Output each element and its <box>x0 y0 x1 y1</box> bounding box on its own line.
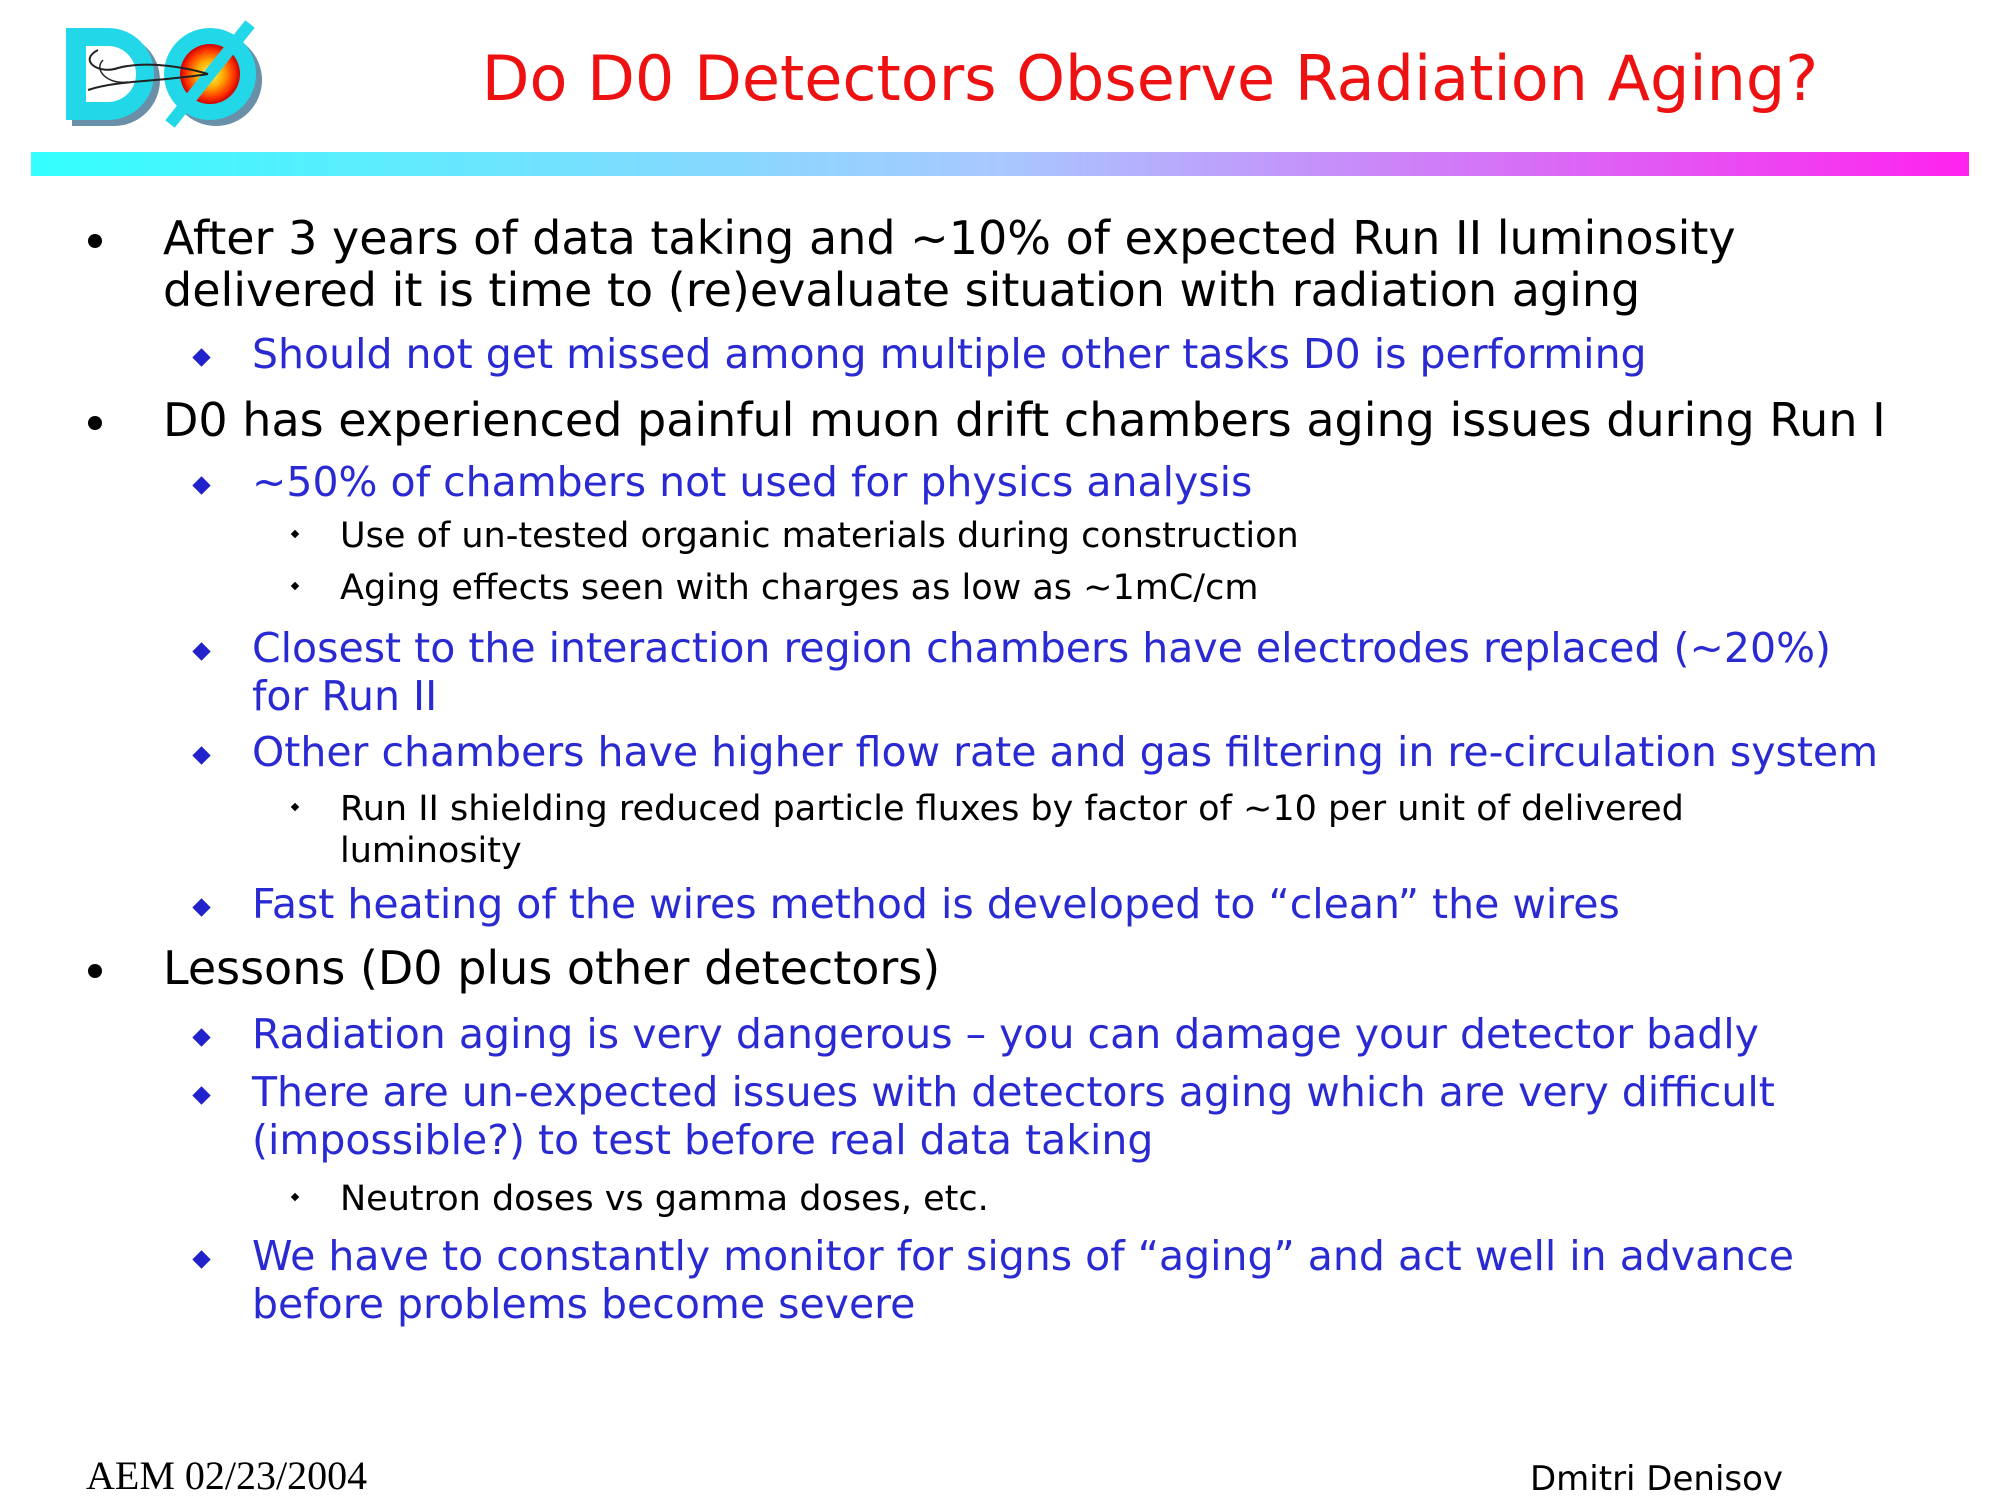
bullet-text-line: D0 has experienced painful muon drift ch… <box>163 393 1886 447</box>
bullet-text-line: (impossible?) to test before real data t… <box>252 1116 1154 1164</box>
bullet-text-line: delivered it is time to (re)evaluate sit… <box>163 263 1641 317</box>
bullet-text: Should not get missed among multiple oth… <box>252 330 1647 378</box>
bullet-text-line: After 3 years of data taking and ~10% of… <box>163 211 1736 265</box>
bullet-text: Neutron doses vs gamma doses, etc. <box>340 1178 989 1220</box>
bullet-text-line: Aging effects seen with charges as low a… <box>340 568 1259 608</box>
bullet-text-line: We have to constantly monitor for signs … <box>252 1232 1794 1280</box>
round-bullet-icon <box>88 416 102 430</box>
bullet-text: We have to constantly monitor for signs … <box>252 1232 1794 1328</box>
slide-title: Do D0 Detectors Observe Radiation Aging? <box>481 42 1819 115</box>
bullet-text: D0 has experienced painful muon drift ch… <box>163 394 1886 446</box>
bullet-text: Aging effects seen with charges as low a… <box>340 567 1258 609</box>
bullet-text: ~50% of chambers not used for physics an… <box>252 458 1252 506</box>
bullet-text-line: luminosity <box>340 831 522 871</box>
bullet-text: Closest to the interaction region chambe… <box>252 624 1831 720</box>
diamond-bullet-icon <box>192 348 211 367</box>
diamond-bullet-icon <box>192 476 211 495</box>
title-gradient-divider <box>31 152 1969 176</box>
bullet-text: Use of un-tested organic materials durin… <box>340 515 1299 557</box>
bullet-text: Other chambers have higher flow rate and… <box>252 728 1878 776</box>
bullet-text-line: Neutron doses vs gamma doses, etc. <box>340 1179 989 1219</box>
diamond-bullet-icon <box>192 1086 211 1105</box>
bullet-text-line: before problems become severe <box>252 1280 916 1328</box>
bullet-text: There are un-expected issues with detect… <box>252 1068 1775 1164</box>
diamond-bullet-icon <box>290 1192 300 1202</box>
diamond-bullet-icon <box>290 802 300 812</box>
diamond-bullet-icon <box>192 642 211 661</box>
bullet-text-line: Run II shielding reduced particle fluxes… <box>340 789 1684 829</box>
diamond-bullet-icon <box>290 529 300 539</box>
bullet-text: Radiation aging is very dangerous – you … <box>252 1010 1759 1058</box>
diamond-bullet-icon <box>192 1250 211 1269</box>
diamond-bullet-icon <box>290 581 300 591</box>
bullet-text-line: Other chambers have higher flow rate and… <box>252 728 1879 776</box>
bullet-text: Fast heating of the wires method is deve… <box>252 880 1620 928</box>
round-bullet-icon <box>88 964 102 978</box>
bullet-text-line: Lessons (D0 plus other detectors) <box>163 941 941 995</box>
bullet-text-line: Use of un-tested organic materials durin… <box>340 516 1299 556</box>
diamond-bullet-icon <box>192 898 211 917</box>
round-bullet-icon <box>88 234 102 248</box>
bullet-text-line: Should not get missed among multiple oth… <box>252 330 1647 378</box>
diamond-bullet-icon <box>192 746 211 765</box>
bullet-text: After 3 years of data taking and ~10% of… <box>163 212 1736 316</box>
bullet-text-line: Closest to the interaction region chambe… <box>252 624 1832 672</box>
bullet-text: Lessons (D0 plus other detectors) <box>163 942 940 994</box>
diamond-bullet-icon <box>192 1028 211 1047</box>
bullet-text-line: Fast heating of the wires method is deve… <box>252 880 1620 928</box>
bullet-text-line: There are un-expected issues with detect… <box>252 1068 1775 1116</box>
bullet-text-line: for Run II <box>252 672 438 720</box>
bullet-text: Run II shielding reduced particle fluxes… <box>340 788 1684 872</box>
footer-date: AEM 02/23/2004 <box>86 1453 368 1498</box>
footer-author: Dmitri Denisov <box>1530 1459 1784 1499</box>
bullet-text-line: ~50% of chambers not used for physics an… <box>252 458 1253 506</box>
d0-experiment-logo-icon <box>66 20 262 128</box>
bullet-text-line: Radiation aging is very dangerous – you … <box>252 1010 1759 1058</box>
